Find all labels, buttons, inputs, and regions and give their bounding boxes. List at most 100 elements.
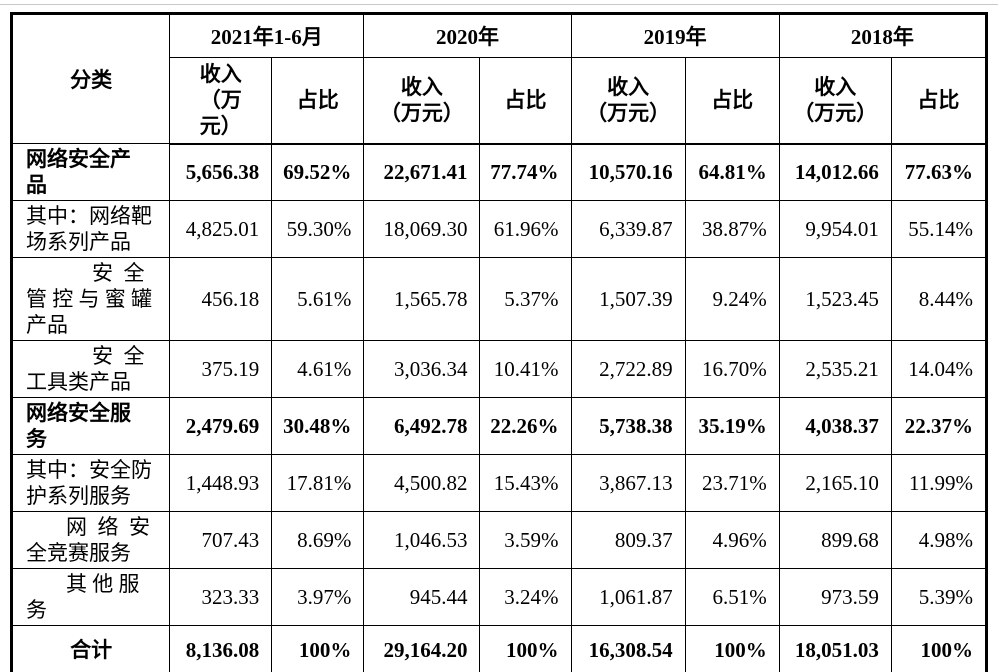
- income-cell: 809.37: [570, 511, 686, 569]
- income-cell: 22,671.41: [363, 143, 481, 201]
- income-cell: 2,165.10: [778, 454, 892, 512]
- ratio-cell: 8.44%: [890, 257, 988, 341]
- income-cell: 4,038.37: [778, 397, 892, 455]
- ratio-cell: 3.24%: [479, 568, 572, 626]
- year-header-row: 分类 2021年1-6月 2020年 2019年 2018年: [10, 13, 988, 144]
- table-row: 网络安全服 务 2,479.69 30.48% 6,492.78 22.26% 5,738…: [10, 397, 988, 455]
- income-cell: 8,136.08: [169, 625, 273, 672]
- ratio-header-2019: 占比: [684, 57, 780, 145]
- ratio-cell: 5.61%: [271, 257, 365, 341]
- income-cell: 4,825.01: [169, 200, 273, 258]
- revenue-breakdown-table: 分类 2021年1-6月 2020年 2019年 2018年 收入 （万 元） …: [10, 12, 988, 672]
- table-body: 网络安全产 品 5,656.38 69.52% 22,671.41 77.74% 10,5…: [10, 143, 988, 672]
- category-cell: 其中：安全防 护系列服务: [10, 454, 171, 512]
- ratio-cell: 3.97%: [271, 568, 365, 626]
- year-header-2020: 2020年: [363, 13, 572, 58]
- table-row: 网络安全产 品 5,656.38 69.52% 22,671.41 77.74% 10,5…: [10, 143, 988, 201]
- ratio-cell: 11.99%: [890, 454, 988, 512]
- income-cell: 18,051.03: [778, 625, 892, 672]
- income-cell: 29,164.20: [363, 625, 481, 672]
- category-cell: 网 络 安 全竞赛服务: [10, 511, 171, 569]
- ratio-cell: 5.37%: [479, 257, 572, 341]
- ratio-cell: 59.30%: [271, 200, 365, 258]
- income-cell: 1,046.53: [363, 511, 481, 569]
- ratio-cell: 14.04%: [890, 340, 988, 398]
- income-cell: 1,507.39: [570, 257, 686, 341]
- ratio-cell: 17.81%: [271, 454, 365, 512]
- table-row: 安 全 管 控 与 蜜 罐 产品 456.18 5.61% 1,565.78 5.37%…: [10, 257, 988, 341]
- income-header-2020: 收入 （万元）: [363, 57, 481, 145]
- category-header: 分类: [10, 13, 171, 144]
- category-cell: 合计: [10, 625, 171, 672]
- ratio-cell: 4.96%: [684, 511, 780, 569]
- income-cell: 9,954.01: [778, 200, 892, 258]
- income-header-2018: 收入 （万元）: [778, 57, 892, 145]
- income-cell: 3,867.13: [570, 454, 686, 512]
- income-cell: 2,535.21: [778, 340, 892, 398]
- ratio-cell: 61.96%: [479, 200, 572, 258]
- page-top-rule: [0, 4, 998, 5]
- ratio-cell: 23.71%: [684, 454, 780, 512]
- income-cell: 18,069.30: [363, 200, 481, 258]
- ratio-cell: 69.52%: [271, 143, 365, 201]
- year-header-2021h1: 2021年1-6月: [169, 13, 365, 58]
- income-cell: 1,448.93: [169, 454, 273, 512]
- ratio-cell: 38.87%: [684, 200, 780, 258]
- year-header-2018: 2018年: [778, 13, 988, 58]
- ratio-cell: 3.59%: [479, 511, 572, 569]
- category-cell: 其中：网络靶 场系列产品: [10, 200, 171, 258]
- income-cell: 1,061.87: [570, 568, 686, 626]
- ratio-header-2018: 占比: [890, 57, 988, 145]
- ratio-cell: 100%: [479, 625, 572, 672]
- ratio-cell: 5.39%: [890, 568, 988, 626]
- income-cell: 707.43: [169, 511, 273, 569]
- income-cell: 3,036.34: [363, 340, 481, 398]
- income-cell: 16,308.54: [570, 625, 686, 672]
- category-cell: 安 全 工具类产品: [10, 340, 171, 398]
- income-cell: 5,656.38: [169, 143, 273, 201]
- income-header-2019: 收入 （万元）: [570, 57, 686, 145]
- ratio-cell: 77.74%: [479, 143, 572, 201]
- income-cell: 10,570.16: [570, 143, 686, 201]
- income-cell: 4,500.82: [363, 454, 481, 512]
- income-cell: 1,523.45: [778, 257, 892, 341]
- ratio-cell: 30.48%: [271, 397, 365, 455]
- ratio-cell: 4.61%: [271, 340, 365, 398]
- ratio-header-2021h1: 占比: [271, 57, 365, 145]
- ratio-cell: 55.14%: [890, 200, 988, 258]
- ratio-cell: 15.43%: [479, 454, 572, 512]
- income-cell: 2,479.69: [169, 397, 273, 455]
- year-header-2019: 2019年: [570, 13, 780, 58]
- table-row: 其中：网络靶 场系列产品 4,825.01 59.30% 18,069.30 61.96…: [10, 200, 988, 258]
- ratio-cell: 35.19%: [684, 397, 780, 455]
- table-row: 其 他 服 务 323.33 3.97% 945.44 3.24% 1,061.87 6.5…: [10, 568, 988, 626]
- income-cell: 456.18: [169, 257, 273, 341]
- income-cell: 899.68: [778, 511, 892, 569]
- income-cell: 323.33: [169, 568, 273, 626]
- income-cell: 1,565.78: [363, 257, 481, 341]
- category-cell: 安 全 管 控 与 蜜 罐 产品: [10, 257, 171, 341]
- ratio-cell: 8.69%: [271, 511, 365, 569]
- income-cell: 973.59: [778, 568, 892, 626]
- ratio-header-2020: 占比: [479, 57, 572, 145]
- income-cell: 945.44: [363, 568, 481, 626]
- table-row: 合计 8,136.08 100% 29,164.20 100% 16,308.54 100%…: [10, 625, 988, 672]
- income-cell: 375.19: [169, 340, 273, 398]
- income-cell: 5,738.38: [570, 397, 686, 455]
- ratio-cell: 100%: [890, 625, 988, 672]
- ratio-cell: 22.26%: [479, 397, 572, 455]
- category-cell: 其 他 服 务: [10, 568, 171, 626]
- category-cell: 网络安全产 品: [10, 143, 171, 201]
- ratio-cell: 6.51%: [684, 568, 780, 626]
- ratio-cell: 10.41%: [479, 340, 572, 398]
- ratio-cell: 64.81%: [684, 143, 780, 201]
- subheader-row: 收入 （万 元） 占比 收入 （万元） 占比 收入 （万元） 占比 收入 （万元…: [12, 57, 988, 145]
- ratio-cell: 4.98%: [890, 511, 988, 569]
- ratio-cell: 9.24%: [684, 257, 780, 341]
- income-cell: 6,492.78: [363, 397, 481, 455]
- income-cell: 2,722.89: [570, 340, 686, 398]
- category-cell: 网络安全服 务: [10, 397, 171, 455]
- income-cell: 14,012.66: [778, 143, 892, 201]
- table-row: 其中：安全防 护系列服务 1,448.93 17.81% 4,500.82 15.43%…: [10, 454, 988, 512]
